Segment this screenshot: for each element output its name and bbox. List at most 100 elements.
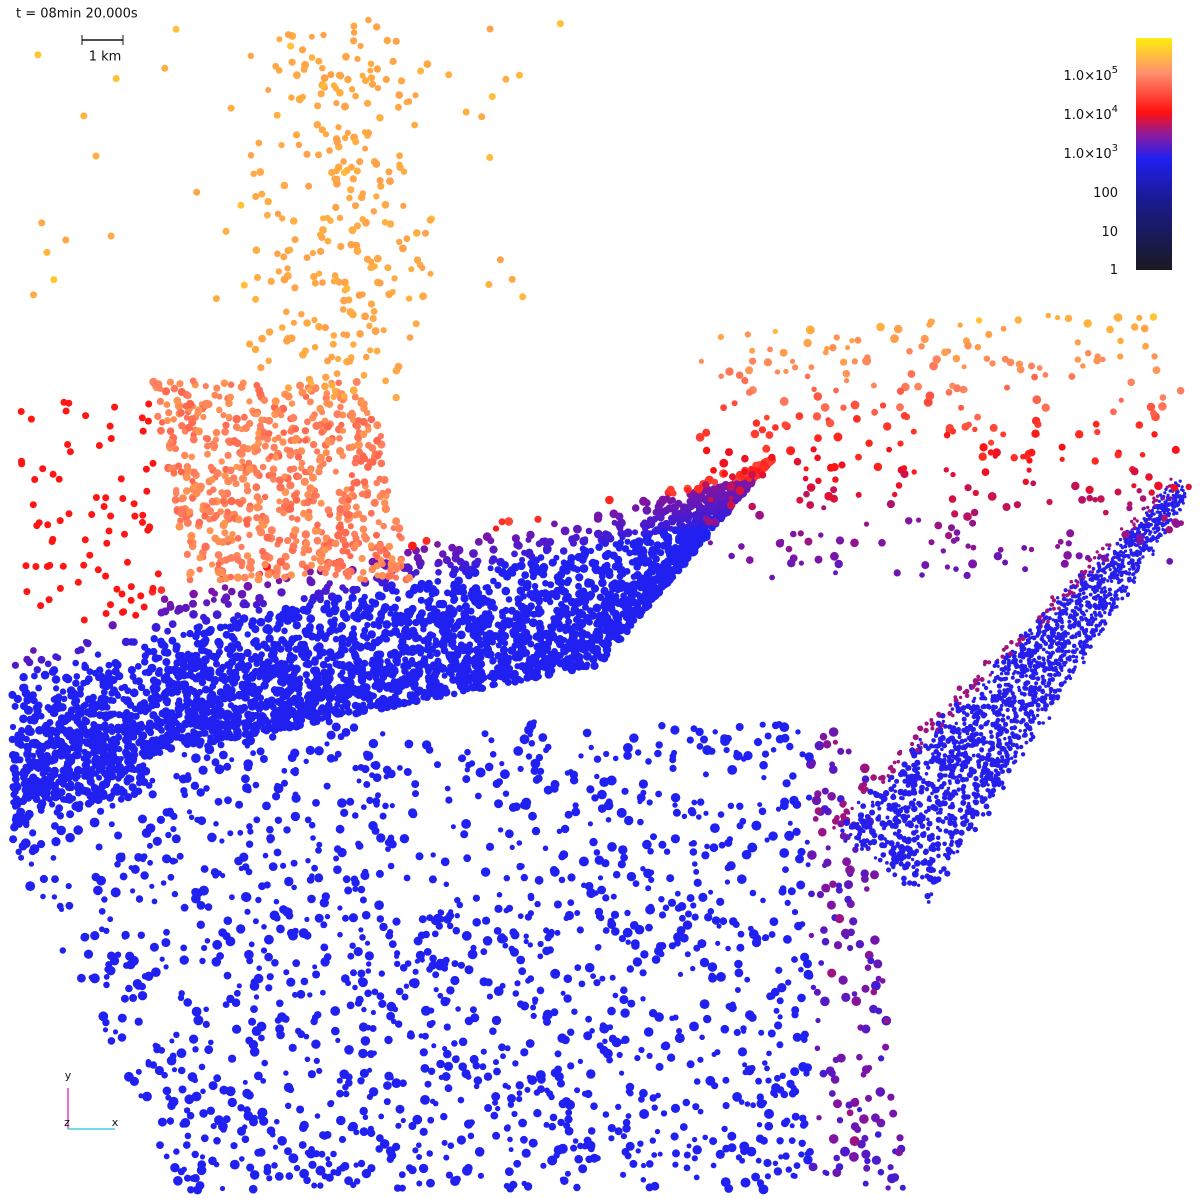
particle bbox=[583, 651, 592, 661]
particle bbox=[64, 753, 71, 761]
particle bbox=[369, 668, 377, 676]
particle bbox=[873, 959, 883, 969]
particle bbox=[711, 916, 721, 925]
particle bbox=[225, 1088, 231, 1094]
particle bbox=[795, 729, 801, 735]
particle bbox=[860, 763, 870, 774]
particle bbox=[73, 740, 83, 749]
particle bbox=[306, 876, 315, 884]
particle bbox=[786, 742, 794, 751]
particle bbox=[526, 530, 535, 540]
particle bbox=[433, 649, 441, 658]
particle bbox=[178, 669, 187, 678]
particle bbox=[773, 1007, 780, 1014]
particle bbox=[373, 650, 382, 660]
particle bbox=[269, 1131, 276, 1138]
particle bbox=[550, 968, 561, 979]
particle bbox=[510, 563, 520, 572]
particle bbox=[278, 710, 287, 720]
particle bbox=[385, 846, 391, 852]
particle bbox=[243, 759, 253, 769]
particle bbox=[710, 1162, 717, 1169]
particle bbox=[507, 1136, 513, 1143]
particle bbox=[9, 723, 17, 731]
particle bbox=[283, 1070, 289, 1076]
particle bbox=[30, 738, 40, 749]
particle bbox=[630, 573, 638, 580]
particle bbox=[328, 1100, 335, 1107]
particle bbox=[479, 977, 489, 987]
particle bbox=[498, 518, 506, 526]
particle bbox=[488, 557, 496, 565]
particle bbox=[134, 1017, 143, 1026]
particle bbox=[337, 798, 347, 808]
particle bbox=[97, 807, 105, 815]
particle bbox=[105, 661, 113, 669]
particle bbox=[763, 1158, 772, 1168]
particle bbox=[605, 817, 612, 823]
particle bbox=[513, 636, 522, 645]
particle bbox=[212, 939, 223, 950]
particle bbox=[697, 1108, 704, 1115]
particle bbox=[55, 719, 65, 729]
particle bbox=[157, 609, 165, 617]
particle bbox=[358, 602, 366, 610]
particle bbox=[498, 608, 506, 616]
particle bbox=[582, 663, 590, 671]
particle bbox=[373, 801, 380, 808]
particle bbox=[849, 1136, 860, 1147]
particle bbox=[833, 941, 843, 950]
particle bbox=[44, 660, 52, 668]
particle bbox=[462, 775, 471, 784]
particle bbox=[335, 824, 345, 834]
particle bbox=[11, 661, 19, 669]
particle bbox=[642, 556, 649, 563]
particle bbox=[641, 525, 649, 532]
particle bbox=[161, 938, 171, 948]
particle bbox=[383, 774, 389, 780]
particle bbox=[223, 762, 232, 771]
particle bbox=[450, 653, 459, 662]
particle bbox=[407, 1032, 415, 1040]
particle bbox=[356, 642, 365, 652]
particle bbox=[450, 690, 458, 698]
particle bbox=[72, 801, 82, 811]
particle bbox=[332, 660, 341, 668]
particle bbox=[200, 637, 209, 647]
particle bbox=[428, 590, 436, 598]
particle bbox=[162, 1086, 172, 1096]
particle bbox=[418, 1163, 429, 1174]
particle bbox=[663, 495, 671, 503]
particle bbox=[333, 594, 343, 603]
particle bbox=[56, 902, 64, 910]
particle bbox=[245, 735, 255, 746]
particle bbox=[391, 693, 399, 701]
particle bbox=[546, 1090, 554, 1098]
particle bbox=[379, 671, 388, 679]
particle bbox=[822, 740, 832, 749]
particle bbox=[83, 949, 94, 959]
particle bbox=[772, 1092, 779, 1099]
particle bbox=[529, 653, 537, 661]
particle bbox=[567, 1028, 575, 1036]
particle bbox=[257, 1107, 268, 1118]
particle bbox=[586, 640, 594, 648]
particle bbox=[24, 809, 34, 819]
particle bbox=[228, 587, 236, 596]
particle bbox=[791, 1006, 800, 1015]
particle bbox=[336, 1077, 343, 1084]
particle bbox=[291, 884, 297, 891]
particle bbox=[563, 994, 572, 1003]
particle bbox=[408, 1165, 417, 1175]
particle bbox=[187, 1072, 198, 1082]
particle bbox=[236, 983, 242, 989]
particle bbox=[656, 564, 665, 572]
particle bbox=[517, 913, 524, 919]
particle bbox=[768, 931, 776, 938]
particle bbox=[558, 601, 565, 608]
particle bbox=[436, 640, 443, 648]
particle bbox=[861, 1149, 871, 1159]
particle bbox=[203, 599, 211, 607]
particle bbox=[819, 732, 828, 741]
particle bbox=[691, 511, 700, 520]
